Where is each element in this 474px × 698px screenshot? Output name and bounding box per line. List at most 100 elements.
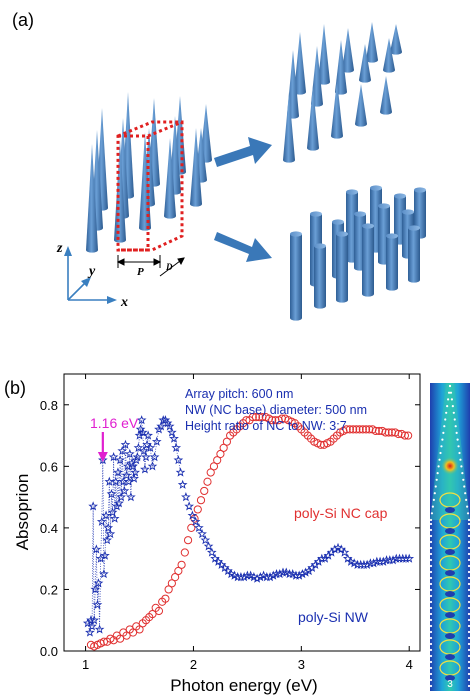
nw-guide: [99, 558, 102, 630]
nw-point: [268, 570, 279, 580]
nc-cap-point: [216, 449, 225, 459]
series-nw: [82, 415, 415, 637]
inset-dot: [467, 528, 471, 532]
nc-cap-point: [135, 625, 144, 634]
nw-point: [181, 492, 191, 502]
inset-label: 3: [447, 679, 453, 690]
nanocone: [190, 128, 202, 207]
nw-point: [120, 439, 131, 449]
nw-point: [128, 461, 138, 471]
inset-dot: [429, 600, 433, 604]
inset-dot: [439, 451, 442, 455]
info-line-1: Array pitch: 600 nm: [185, 387, 293, 401]
inset-dot: [449, 391, 453, 394]
nw-guide: [173, 438, 177, 448]
inset-dot: [429, 660, 433, 664]
nw-point: [93, 578, 104, 588]
inset-dot: [467, 564, 471, 568]
nc-cap-point: [206, 468, 215, 477]
inset-node: [445, 507, 455, 513]
y-tick-label: 0.6: [40, 459, 58, 474]
inset-dot: [429, 630, 433, 634]
inset-field-rings: [439, 492, 461, 681]
inset-dot: [467, 660, 471, 664]
nw-point: [132, 452, 143, 462]
inset-node: [445, 633, 455, 639]
inset-dot: [467, 624, 471, 628]
inset-dot: [467, 582, 471, 586]
inset-dot: [467, 630, 471, 634]
inset-dot: [429, 612, 433, 616]
nw-point: [85, 627, 95, 637]
inset-dot: [467, 534, 471, 538]
nw-point: [404, 553, 415, 563]
nw-point: [133, 442, 144, 452]
coordinate-axes: [64, 246, 117, 304]
inset-dot: [429, 546, 433, 550]
inset-dot: [467, 612, 471, 616]
y-axis: 0.0 0.2 0.4 0.6 0.8: [40, 398, 420, 659]
nanowire: [362, 223, 374, 297]
inset-dot: [445, 411, 448, 414]
axis-z-label: z: [56, 241, 63, 256]
inset-dot: [467, 666, 471, 670]
nw-point: [143, 430, 153, 440]
inset-dot: [429, 588, 433, 592]
inset-dot: [467, 672, 471, 676]
inset-node: [445, 612, 455, 618]
nw-point: [203, 541, 214, 551]
inset-node: [445, 570, 455, 576]
inset-dot: [467, 570, 471, 574]
nw-point: [239, 572, 249, 582]
inset-dot: [456, 438, 459, 441]
nanocone: [164, 138, 176, 219]
inset-dot: [450, 398, 453, 401]
nw-guide: [171, 432, 175, 439]
nc-cap-point: [115, 634, 125, 643]
nc-cap-point: [209, 462, 219, 471]
nw-point: [102, 535, 112, 545]
nc-cap-point: [342, 425, 351, 434]
nanowire: [336, 231, 348, 303]
inset-dot: [467, 522, 471, 526]
nw-point: [175, 467, 186, 477]
arrow-to-cones: [214, 137, 272, 167]
nc-cap-point: [213, 456, 222, 465]
unit-cell-box: [116, 120, 184, 252]
nc-cap-point: [174, 566, 183, 576]
nw-point: [156, 421, 166, 431]
nw-point: [129, 473, 139, 483]
nanocone: [380, 76, 392, 115]
nw-point: [173, 455, 184, 465]
nc-cap-point: [371, 426, 380, 436]
nw-point: [117, 445, 128, 456]
inset-dot: [429, 558, 433, 562]
inset-dot: [467, 642, 471, 646]
nanocone: [294, 32, 306, 95]
inset-dot: [467, 600, 471, 604]
inset-dot: [429, 618, 433, 622]
inset-node: [445, 654, 455, 660]
inset-dot: [429, 672, 433, 676]
nw-point: [190, 516, 201, 526]
inset-dot: [458, 451, 461, 455]
inset-dot: [447, 391, 451, 394]
nw-guide: [91, 506, 94, 627]
nanocone: [114, 140, 126, 243]
inset-dot: [467, 606, 471, 610]
nc-cap-point: [203, 477, 212, 486]
nw-point: [194, 522, 204, 532]
inset-dot: [429, 522, 433, 526]
inset-dot: [429, 576, 433, 580]
nw-guide: [129, 454, 132, 498]
nanocone: [86, 144, 98, 253]
nw-point: [187, 510, 198, 520]
pitch-label: P: [137, 266, 144, 278]
nc-cap-point: [242, 416, 251, 425]
inset-dot: [467, 636, 471, 640]
nw-point: [252, 573, 262, 583]
nw-guide: [114, 481, 117, 519]
plot-area: [63, 373, 421, 652]
y-tick-label: 0.0: [40, 644, 58, 659]
inset-dot: [467, 540, 471, 544]
